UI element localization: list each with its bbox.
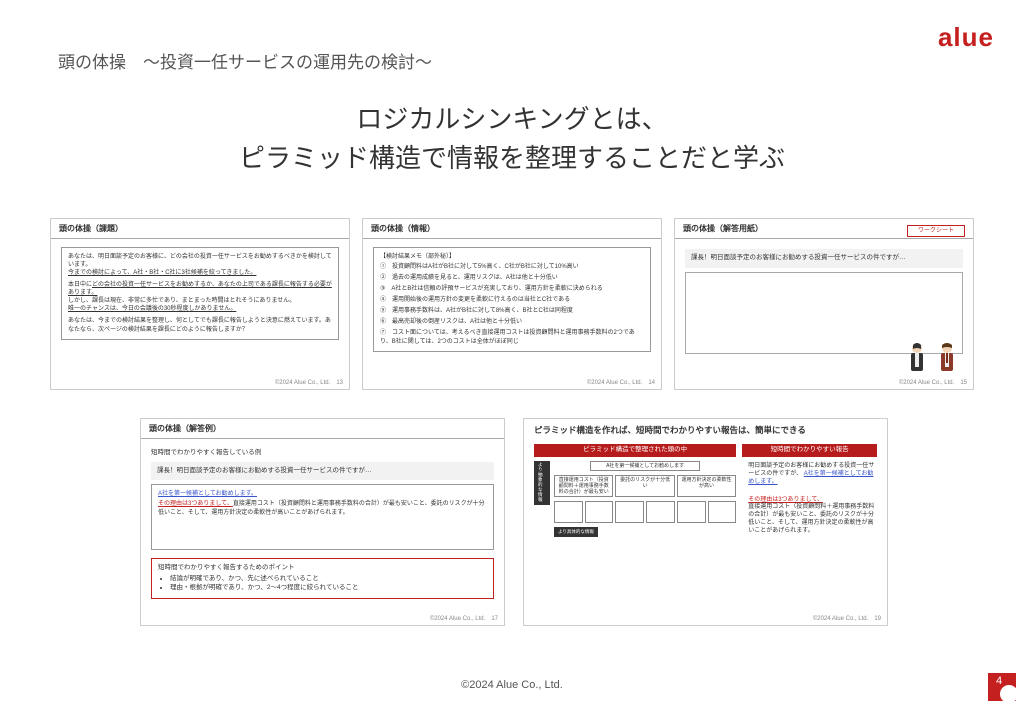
points-title: 短時間でわかりやすく報告するためのポイント <box>158 564 487 573</box>
right-header: 短時間でわかりやすい報告 <box>742 444 877 457</box>
right-b1: 明日面談予定のお客様にお勧めする投資一任サービスの件ですが、 A社を第一候補とし… <box>742 461 877 488</box>
thumb-info: 頭の体操（情報） 【検討結果メモ（部外秘）】 ① 投資顧問料はA社がB社に対して… <box>362 218 662 390</box>
answer-box: A社を第一候補としてお勧めします。 その理由は3つありまして、直接運用コスト（投… <box>151 484 494 550</box>
thumb-pyramid: ピラミッド構造を作れば、短時間でわかりやすい報告は、簡単にできる ピラミッド構造… <box>523 418 888 626</box>
thumb-body: 短時間でわかりやすく報告している例 課長！明日面談予定のお客様にお勧めする投資一… <box>141 443 504 605</box>
memo-7: ⑦ コスト面については、考えるべき直接運用コストは投資顧問料と運用事務手数料の2… <box>380 329 644 345</box>
thumb2-box: 【検討結果メモ（部外秘）】 ① 投資顧問料はA社がB社に対して5%高く、C社がB… <box>373 247 651 352</box>
t1-p3: あなたは、今までの検討結果を整理し、何としてでも課長に報告しようと決意に燃えてい… <box>68 317 332 333</box>
left-header: ピラミッド構造で整理された頭の中 <box>534 444 736 457</box>
node-mid2: 委託のリスクが十分低い <box>615 475 674 497</box>
thumb-body: あなたは、明日面談予定のお客様に、どの会社の投資一任サービスをお勧めするべきかを… <box>51 243 349 348</box>
thumb-title: 頭の体操（解答例） <box>141 419 504 439</box>
lead-box: 課長！明日面談予定のお客様にお勧めする投資一任サービスの件ですが… <box>151 462 494 481</box>
people-illustration <box>901 341 959 379</box>
point-1: 結論が明確であり、かつ、先に述べられていること <box>170 575 487 584</box>
thumb1-box: あなたは、明日面談予定のお客様に、どの会社の投資一任サービスをお勧めするべきかを… <box>61 247 339 340</box>
side-bottom: より具体的な情報 <box>554 527 598 537</box>
side-top: より抽象的な情報 <box>534 461 550 505</box>
thumb-pagenum: ©2024 Alue Co., Ltd. 14 <box>587 379 655 387</box>
point-2: 理由・根拠が明確であり、かつ、2～4つ程度に絞られていること <box>170 584 487 593</box>
nodes-leaf <box>554 501 736 523</box>
thumb5-title: ピラミッド構造を作れば、短時間でわかりやすい報告は、簡単にできる <box>524 419 887 440</box>
page-number: 4 <box>996 675 1002 687</box>
thumb5-body: ピラミッド構造で整理された頭の中 より抽象的な情報 A社を第一候補としてお勧めし… <box>524 440 887 549</box>
points-box: 短時間でわかりやすく報告するためのポイント 結論が明確であり、かつ、先に述べられ… <box>151 558 494 598</box>
memo-2: ② 過去の運用成績を見ると、運用リスクは、A社は他と十分低い <box>380 274 644 282</box>
memo-6: ⑥ 最高売却後の倒産リスクは、A社は他と十分低い <box>380 318 644 326</box>
thumbnail-row-1: 頭の体操（課題） あなたは、明日面談予定のお客様に、どの会社の投資一任サービスを… <box>50 218 974 390</box>
page-headline: ロジカルシンキングとは、 ピラミッド構造で情報を整理することだと学ぶ <box>0 100 1024 178</box>
headline-line1: ロジカルシンキングとは、 <box>0 100 1024 139</box>
nodes-mid: 直接運用コスト（投資顧問料＋運用事務手数料の合計）が最も安い 委託のリスクが十分… <box>554 475 736 497</box>
thumb-pagenum: ©2024 Alue Co., Ltd. 15 <box>899 379 967 387</box>
t1-p2: 本日中にどの会社の投資一任サービスをお勧めするか、あなたの上司である課長に報告す… <box>68 281 332 313</box>
thumb-problem: 頭の体操（課題） あなたは、明日面談予定のお客様に、どの会社の投資一任サービスを… <box>50 218 350 390</box>
thumb-title: 頭の体操（情報） <box>363 219 661 239</box>
report-side: 短時間でわかりやすい報告 明日面談予定のお客様にお勧めする投資一任サービスの件で… <box>742 444 877 543</box>
person-icon <box>905 341 929 375</box>
page-number-badge: 4 <box>988 673 1016 701</box>
page-subtitle: 頭の体操 ～投資一任サービスの運用先の検討～ <box>58 48 432 73</box>
node-root: A社を第一候補としてお勧めします <box>590 461 699 471</box>
thumb-pagenum: ©2024 Alue Co., Ltd. 13 <box>275 379 343 387</box>
footer-copyright: ©2024 Alue Co., Ltd. <box>0 679 1024 691</box>
thumbnail-row-2: 頭の体操（解答例） 短時間でわかりやすく報告している例 課長！明日面談予定のお客… <box>140 418 888 626</box>
thumb-pagenum: ©2024 Alue Co., Ltd. 19 <box>813 615 881 623</box>
node-mid1: 直接運用コスト（投資顧問料＋運用事務手数料の合計）が最も安い <box>554 475 613 497</box>
brand-text: alue <box>938 22 994 52</box>
person-icon <box>935 341 959 375</box>
worksheet-badge: ワークシート <box>907 225 965 237</box>
memo-4: ④ 運用開始後の運用方針の変更を柔軟に行えるのは当社とC社である <box>380 296 644 304</box>
pyramid-diagram: ピラミッド構造で整理された頭の中 より抽象的な情報 A社を第一候補としてお勧めし… <box>534 444 736 543</box>
brand-logo: alue <box>938 22 994 53</box>
memo-5: ⑤ 運用事務手数料は、A社がB社に対して8%高く、B社とC社は同程度 <box>380 307 644 315</box>
thumb-answersheet: 頭の体操（解答用紙） ワークシート 課長！明日面談予定のお客様にお勧めする投資一… <box>674 218 974 390</box>
thumb-example: 頭の体操（解答例） 短時間でわかりやすく報告している例 課長！明日面談予定のお客… <box>140 418 505 626</box>
headline-line2: ピラミッド構造で情報を整理することだと学ぶ <box>0 139 1024 178</box>
t1-p1: あなたは、明日面談予定のお客様に、どの会社の投資一任サービスをお勧めするべきかを… <box>68 253 332 277</box>
memo-title: 【検討結果メモ（部外秘）】 <box>380 253 644 261</box>
memo-3: ③ A社とB社は信頼の評預サービスが充実しており、運用方針を柔軟に決められる <box>380 285 644 293</box>
caption: 短時間でわかりやすく報告している例 <box>151 449 494 458</box>
node-mid3: 運用方針決定の柔軟性が高い <box>677 475 736 497</box>
right-b2: その理由は3つありまして、 直接運用コスト（投資顧問料＋運用事務手数料の合計）が… <box>742 495 877 538</box>
thumb-body: 【検討結果メモ（部外秘）】 ① 投資顧問料はA社がB社に対して5%高く、C社がB… <box>363 243 661 360</box>
thumb-pagenum: ©2024 Alue Co., Ltd. 17 <box>430 615 498 623</box>
memo-1: ① 投資顧問料はA社がB社に対して5%高く、C社がB社に対して10%高い <box>380 263 644 271</box>
thumb-title: 頭の体操（課題） <box>51 219 349 239</box>
prompt-box: 課長！明日面談予定のお客様にお勧めする投資一任サービスの件ですが… <box>685 249 963 268</box>
